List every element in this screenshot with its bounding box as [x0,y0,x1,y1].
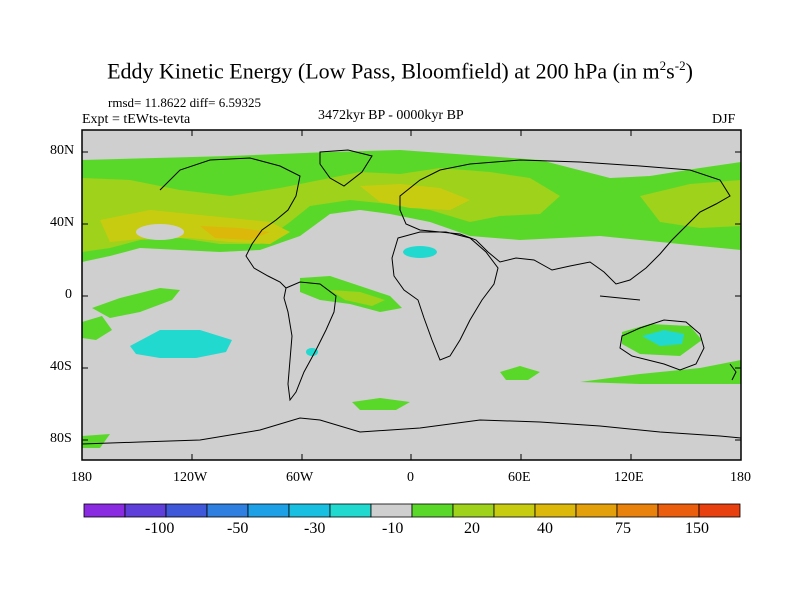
contour-fill-20 [92,288,180,318]
xtick-label: 180 [730,470,751,485]
contour-fill-20 [500,366,540,380]
colorbar-box [83,503,126,518]
ytick-label: 40N [50,215,75,230]
colorbar-label: -100 [145,520,175,537]
colorbar-box [575,503,618,518]
ytick-label: 80S [50,431,72,446]
contour-fill-20 [82,434,110,448]
stats-text: rmsd= 11.8622 diff= 6.59325 [108,95,261,110]
xtick-label: 120E [614,470,644,485]
colorbar-box [206,503,249,518]
colorbar-label: 75 [615,520,631,537]
colorbar-box [165,503,208,518]
contour-fill-20 [580,360,741,384]
colorbar-box [411,503,454,518]
xtick-label: 180 [71,470,92,485]
colorbar-box [247,503,290,518]
season-label: DJF [712,112,736,127]
colorbar-label: -10 [382,520,404,537]
contour-fill-40 [330,290,385,306]
xtick-label: 0 [407,470,414,485]
contour-fill-20 [82,316,112,340]
coastlines [82,149,741,445]
ytick-label: 40S [50,359,72,374]
colorbar-label: 20 [464,520,480,537]
colorbar-box [657,503,700,518]
contour-fill-negative [306,348,318,356]
experiment-label: Expt = tEWts-tevta [82,112,191,127]
colorbar-box [124,503,167,518]
contour-fill-40 [640,180,741,228]
contour-fill-75 [200,226,270,240]
map-title: Eddy Kinetic Energy (Low Pass, Bloomfiel… [107,58,693,84]
colorbar-box [329,503,372,518]
period-label: 3472kyr BP - 0000kyr BP [318,108,464,123]
colorbar-box [452,503,495,518]
ytick-label: 80N [50,143,75,158]
contour-fill-negative [403,246,437,258]
colorbar [83,503,741,518]
colorbar-box [534,503,577,518]
colorbar-box [493,503,536,518]
colorbar-label: 40 [537,520,553,537]
colorbar-box [288,503,331,518]
contour-fill-20 [352,398,410,410]
axis-ticks [81,130,742,460]
xtick-label: 120W [173,470,208,485]
contour-fill-negative [642,330,684,346]
xtick-label: 60E [508,470,531,485]
colorbar-box [616,503,659,518]
contour-fill-60 [360,184,470,210]
xtick-label: 60W [286,470,314,485]
colorbar-box [698,503,741,518]
colorbar-box [370,503,413,518]
ytick-label: 0 [65,287,72,302]
colorbar-label: 150 [685,520,709,537]
colorbar-label: -50 [227,520,249,537]
contour-fill-negative [130,330,232,358]
colorbar-label: -30 [304,520,326,537]
